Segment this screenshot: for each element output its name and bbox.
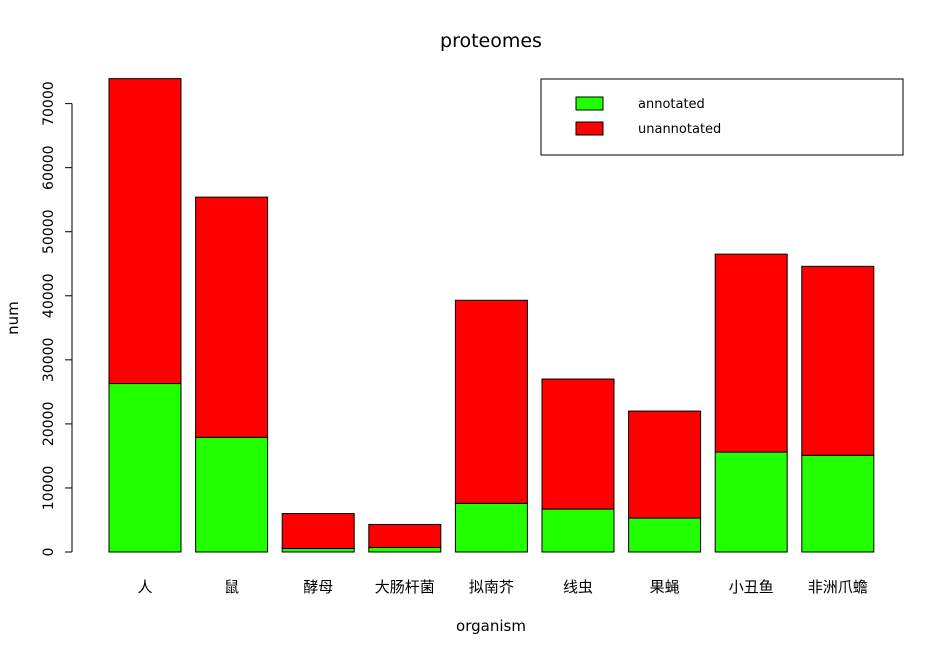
y-tick-label: 70000 (41, 81, 57, 126)
x-tick-labels: 人 鼠 酵母 大肠杆菌 拟南芥 线虫 果蝇 小丑鱼 非洲爪蟾 (137, 578, 867, 596)
x-tick-label: 大肠杆菌 (375, 578, 435, 596)
bar-unannotated (108, 78, 182, 385)
bar-annotated (281, 547, 355, 553)
bar-annotated (454, 502, 528, 553)
x-tick-label: 鼠 (224, 578, 239, 596)
bar-annotated (628, 517, 702, 553)
x-tick-label: 人 (137, 578, 152, 596)
bar-annotated (541, 508, 615, 553)
bar-unannotated (541, 378, 615, 510)
legend: annotated unannotated (540, 78, 904, 156)
legend-swatch (575, 96, 604, 111)
x-tick-label: 非洲爪蟾 (808, 578, 868, 596)
y-tick-label: 30000 (41, 338, 57, 383)
x-axis-label: organism (456, 617, 526, 635)
bar-annotated (714, 451, 788, 553)
y-tick-label: 60000 (41, 145, 57, 190)
y-tick-label: 10000 (41, 466, 57, 511)
y-axis-label: num (4, 301, 22, 335)
bars (108, 78, 875, 553)
bar-annotated (368, 547, 442, 553)
x-tick-label: 酵母 (303, 578, 333, 596)
bar-unannotated (281, 513, 355, 549)
y-tick-label: 50000 (41, 209, 57, 254)
bar-unannotated (195, 196, 269, 438)
legend-label: annotated (638, 97, 705, 112)
bar-unannotated (714, 253, 788, 453)
chart-title: proteomes (440, 30, 542, 52)
bar-unannotated (628, 410, 702, 519)
x-tick-label: 拟南芥 (469, 578, 514, 596)
legend-label: unannotated (638, 122, 721, 137)
bar-annotated (108, 383, 182, 553)
x-tick-label: 线虫 (563, 578, 593, 596)
x-tick-label: 果蝇 (650, 578, 680, 596)
bar-annotated (195, 436, 269, 553)
bar-unannotated (801, 265, 875, 456)
bar-unannotated (454, 299, 528, 504)
y-tick-label: 40000 (41, 274, 57, 319)
y-tick-label: 20000 (41, 402, 57, 447)
legend-swatch (575, 121, 604, 136)
bar-annotated (801, 454, 875, 553)
legend-box (540, 78, 904, 156)
x-tick-label: 小丑鱼 (729, 578, 774, 596)
y-axis: 0 10000 20000 30000 40000 50000 60000 70000 (41, 81, 73, 557)
bar-unannotated (368, 523, 442, 549)
y-tick-label: 0 (41, 548, 57, 557)
